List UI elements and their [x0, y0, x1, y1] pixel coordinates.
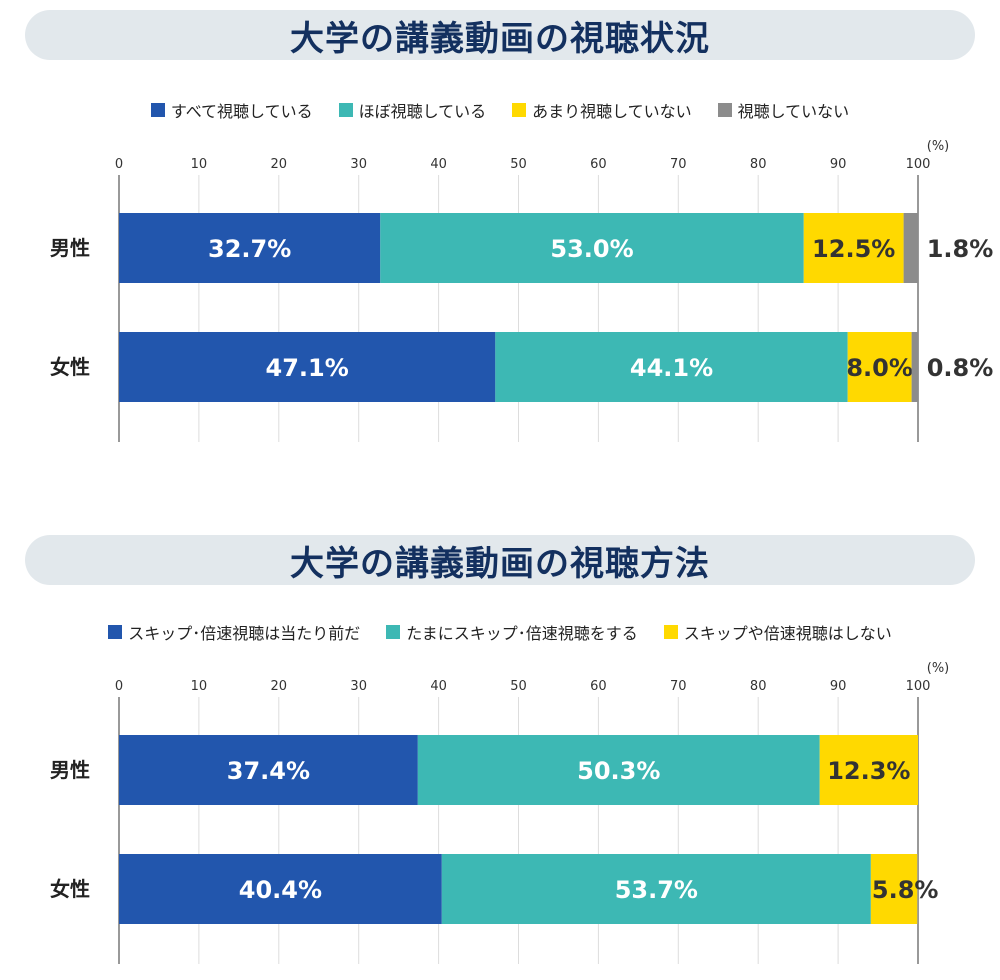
legend-item: スキップ･倍速視聴は当たり前だ	[108, 620, 360, 644]
category-label: 女性	[50, 877, 90, 901]
data-label: 12.3%	[827, 757, 910, 785]
data-label: 32.7%	[208, 235, 291, 263]
legend-1: すべて視聴している ほぼ視聴している あまり視聴していない 視聴していない	[0, 98, 1000, 122]
legend-swatch	[663, 625, 678, 639]
data-label: 50.3%	[577, 757, 660, 785]
legend-swatch	[108, 625, 123, 639]
tick-label: 40	[430, 679, 447, 694]
data-label: 47.1%	[266, 354, 349, 382]
bar-segment	[847, 332, 912, 402]
bar-segment	[119, 332, 496, 402]
tick-label: 20	[271, 679, 288, 694]
data-label: 5.8%	[872, 876, 939, 904]
bar-segment	[911, 332, 918, 402]
tick-label: 10	[191, 679, 208, 694]
tick-label: 0	[115, 679, 123, 694]
data-label: 12.5%	[812, 235, 895, 263]
bar-segment	[803, 213, 904, 283]
tick-label: 70	[670, 157, 687, 172]
legend-label: ほぼ視聴している	[358, 102, 487, 121]
tick-label: 90	[830, 679, 847, 694]
legend-label: スキップや倍速視聴はしない	[683, 624, 892, 643]
bar-segment	[380, 213, 804, 283]
bar-segment	[119, 735, 418, 805]
bar-segment	[870, 854, 918, 924]
bar-chart-2: (%) 0 10 20 30 40 50 60 70 80 90 100 男性 37.4% 50.3% 12.…	[50, 661, 950, 964]
category-label: 女性	[50, 355, 90, 379]
chart-title-1: 大学の講義動画の視聴状況	[25, 10, 975, 60]
bar-segment	[441, 854, 871, 924]
tick-label: 80	[750, 679, 767, 694]
tick-label: 0	[115, 157, 123, 172]
tick-label: 50	[510, 157, 527, 172]
legend-swatch	[150, 103, 165, 117]
data-label: 40.4%	[239, 876, 322, 904]
data-label: 8.0%	[846, 354, 913, 382]
legend-item: 視聴していない	[717, 98, 850, 122]
data-label: 53.7%	[615, 876, 698, 904]
category-label: 男性	[50, 758, 90, 782]
tick-label: 70	[670, 679, 687, 694]
legend-label: たまにスキップ･倍速視聴をする	[406, 624, 638, 643]
legend-label: スキップ･倍速視聴は当たり前だ	[128, 624, 361, 643]
legend-swatch	[386, 625, 401, 639]
legend-label: あまり視聴していない	[532, 102, 692, 121]
bar-segment	[417, 735, 820, 805]
legend-swatch	[717, 103, 732, 117]
data-label: 1.8%	[927, 235, 994, 263]
tick-label: 50	[510, 679, 527, 694]
tick-label: 30	[350, 157, 367, 172]
legend-item: あまり視聴していない	[512, 98, 692, 122]
tick-label: 90	[830, 157, 847, 172]
tick-label: 60	[590, 679, 607, 694]
data-label: 53.0%	[550, 235, 633, 263]
bar-segment	[903, 213, 918, 283]
legend-item: たまにスキップ･倍速視聴をする	[386, 620, 638, 644]
bar-segment	[819, 735, 918, 805]
tick-label: 10	[191, 157, 208, 172]
legend-label: すべて視聴している	[170, 102, 313, 121]
tick-label: 100	[906, 157, 931, 172]
tick-label: 40	[430, 157, 447, 172]
data-label: 44.1%	[630, 354, 713, 382]
tick-label: 30	[350, 679, 367, 694]
tick-label: 80	[750, 157, 767, 172]
tick-label: 20	[271, 157, 288, 172]
legend-2: スキップ･倍速視聴は当たり前だ たまにスキップ･倍速視聴をする スキップや倍速視聴は…	[0, 620, 1000, 644]
category-label: 男性	[50, 236, 90, 260]
data-label: 37.4%	[227, 757, 310, 785]
tick-label: 100	[906, 679, 931, 694]
legend-label: 視聴していない	[737, 102, 850, 121]
legend-item: すべて視聴している	[150, 98, 313, 122]
legend-swatch	[338, 103, 353, 117]
unit-label: (%)	[927, 661, 950, 676]
data-label: 0.8%	[927, 354, 994, 382]
tick-label: 60	[590, 157, 607, 172]
bar-chart-1: (%) 0 10 20 30 40 50 60 70 80 90 100 男性 32.7% 53.0% 12.…	[50, 139, 994, 442]
legend-swatch	[512, 103, 527, 117]
bar-segment	[495, 332, 848, 402]
unit-label: (%)	[927, 139, 950, 154]
bar-segment	[119, 213, 381, 283]
legend-item: スキップや倍速視聴はしない	[663, 620, 892, 644]
legend-item: ほぼ視聴している	[338, 98, 487, 122]
chart-title-2: 大学の講義動画の視聴方法	[25, 535, 975, 585]
bar-segment	[119, 854, 442, 924]
